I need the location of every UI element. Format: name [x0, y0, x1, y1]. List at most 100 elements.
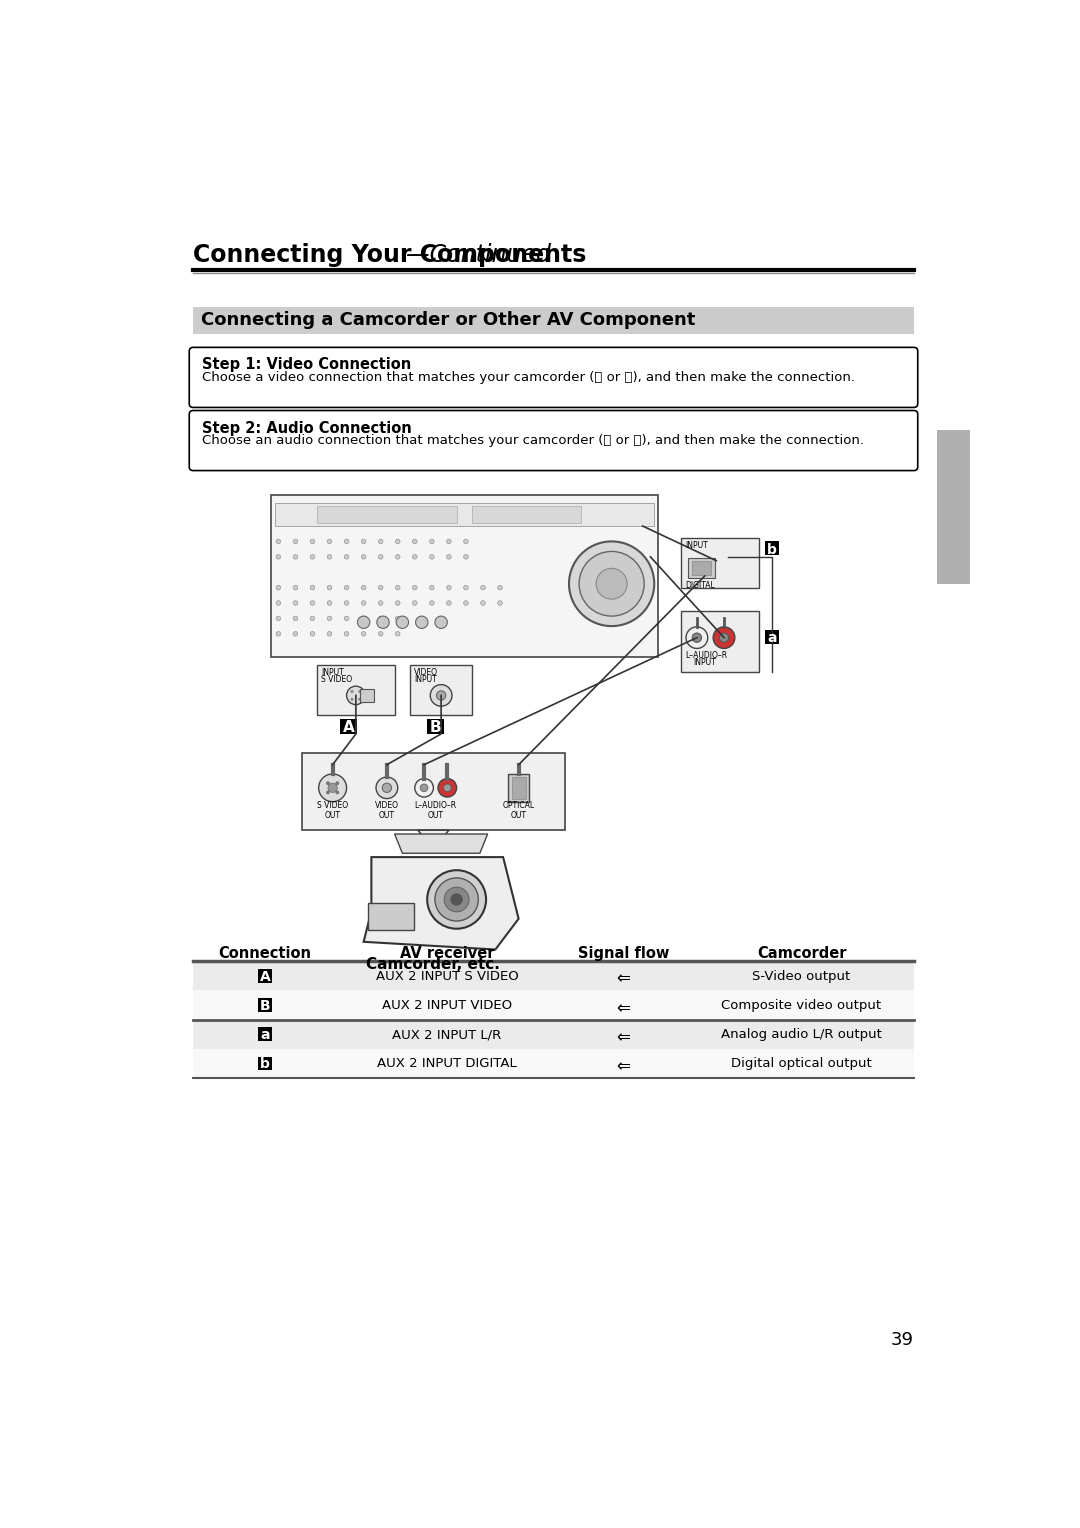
Bar — [472, 506, 581, 523]
Circle shape — [276, 585, 281, 590]
Circle shape — [276, 539, 281, 544]
Circle shape — [345, 555, 349, 559]
Circle shape — [310, 539, 314, 544]
Circle shape — [293, 601, 298, 605]
Text: ⇐: ⇐ — [617, 970, 631, 987]
Circle shape — [719, 633, 729, 642]
Circle shape — [579, 552, 644, 616]
Circle shape — [413, 539, 417, 544]
Bar — [193, 1048, 914, 1079]
Text: Camcorder, etc.: Camcorder, etc. — [366, 957, 500, 972]
Circle shape — [293, 616, 298, 620]
Circle shape — [430, 555, 434, 559]
Bar — [512, 778, 526, 799]
Bar — [193, 961, 914, 990]
Bar — [193, 990, 914, 1019]
Bar — [765, 630, 779, 643]
Circle shape — [435, 616, 447, 628]
Text: AUX 2 INPUT S VIDEO: AUX 2 INPUT S VIDEO — [376, 970, 518, 983]
Bar — [360, 689, 374, 701]
Circle shape — [362, 616, 366, 620]
Text: ⇐: ⇐ — [617, 999, 631, 1016]
Text: Connection: Connection — [218, 946, 311, 961]
Circle shape — [498, 585, 502, 590]
Text: —Continued: —Continued — [405, 243, 551, 266]
Bar — [428, 718, 444, 733]
Circle shape — [481, 601, 485, 605]
Circle shape — [327, 539, 332, 544]
Text: L–AUDIO–R
OUT: L–AUDIO–R OUT — [415, 801, 457, 821]
Bar — [692, 561, 711, 575]
Text: a: a — [260, 1028, 270, 1042]
Text: AUX 2 INPUT L/R: AUX 2 INPUT L/R — [392, 1028, 501, 1041]
Circle shape — [359, 698, 362, 701]
Text: VIDEO
OUT: VIDEO OUT — [375, 801, 399, 821]
Circle shape — [310, 555, 314, 559]
Circle shape — [395, 555, 400, 559]
Circle shape — [413, 555, 417, 559]
Circle shape — [395, 539, 400, 544]
Circle shape — [345, 616, 349, 620]
Circle shape — [345, 631, 349, 636]
Bar — [274, 503, 654, 526]
Text: Digital optical output: Digital optical output — [731, 1057, 872, 1070]
Circle shape — [420, 784, 428, 792]
Text: Step 1: Video Connection: Step 1: Video Connection — [202, 358, 411, 373]
Circle shape — [326, 781, 329, 785]
Polygon shape — [394, 834, 488, 853]
Bar — [367, 903, 414, 931]
Text: b: b — [767, 542, 777, 556]
Circle shape — [378, 601, 383, 605]
Circle shape — [357, 616, 369, 628]
Circle shape — [378, 631, 383, 636]
Text: A: A — [343, 720, 354, 735]
Circle shape — [362, 555, 366, 559]
Text: DIGITAL: DIGITAL — [685, 581, 715, 590]
Circle shape — [293, 631, 298, 636]
Circle shape — [345, 601, 349, 605]
Circle shape — [436, 691, 446, 700]
Circle shape — [395, 585, 400, 590]
Circle shape — [328, 784, 337, 793]
Circle shape — [335, 781, 339, 785]
Circle shape — [463, 539, 469, 544]
Circle shape — [377, 616, 389, 628]
Bar — [681, 611, 759, 672]
Text: S VIDEO: S VIDEO — [321, 675, 352, 685]
Text: Choose an audio connection that matches your camcorder (ⓐ or ⓑ), and then make t: Choose an audio connection that matches … — [202, 434, 864, 448]
Bar — [765, 541, 779, 555]
Circle shape — [293, 555, 298, 559]
Circle shape — [435, 879, 478, 921]
Text: B: B — [259, 999, 270, 1013]
Bar — [410, 665, 472, 715]
Circle shape — [395, 616, 400, 620]
Text: INPUT: INPUT — [685, 541, 708, 550]
Bar — [340, 718, 357, 733]
Text: A: A — [259, 970, 270, 984]
Circle shape — [713, 626, 734, 648]
Circle shape — [378, 539, 383, 544]
Bar — [688, 558, 715, 578]
Circle shape — [413, 601, 417, 605]
Polygon shape — [364, 857, 518, 949]
Circle shape — [444, 784, 451, 792]
Text: Composite video output: Composite video output — [721, 999, 881, 1012]
Text: Connecting Your Components: Connecting Your Components — [193, 243, 586, 266]
Bar — [318, 665, 394, 715]
Text: INPUT: INPUT — [321, 668, 343, 677]
Text: S VIDEO
OUT: S VIDEO OUT — [318, 801, 348, 821]
Circle shape — [347, 686, 365, 704]
Circle shape — [293, 585, 298, 590]
Bar — [318, 506, 457, 523]
Circle shape — [446, 601, 451, 605]
Circle shape — [359, 691, 362, 694]
Circle shape — [378, 585, 383, 590]
Text: INPUT: INPUT — [693, 659, 716, 668]
Circle shape — [430, 601, 434, 605]
Circle shape — [481, 585, 485, 590]
Text: ⇐: ⇐ — [617, 1057, 631, 1076]
Polygon shape — [418, 830, 449, 850]
Circle shape — [310, 585, 314, 590]
Text: AUX 2 INPUT VIDEO: AUX 2 INPUT VIDEO — [382, 999, 512, 1012]
Circle shape — [498, 601, 502, 605]
